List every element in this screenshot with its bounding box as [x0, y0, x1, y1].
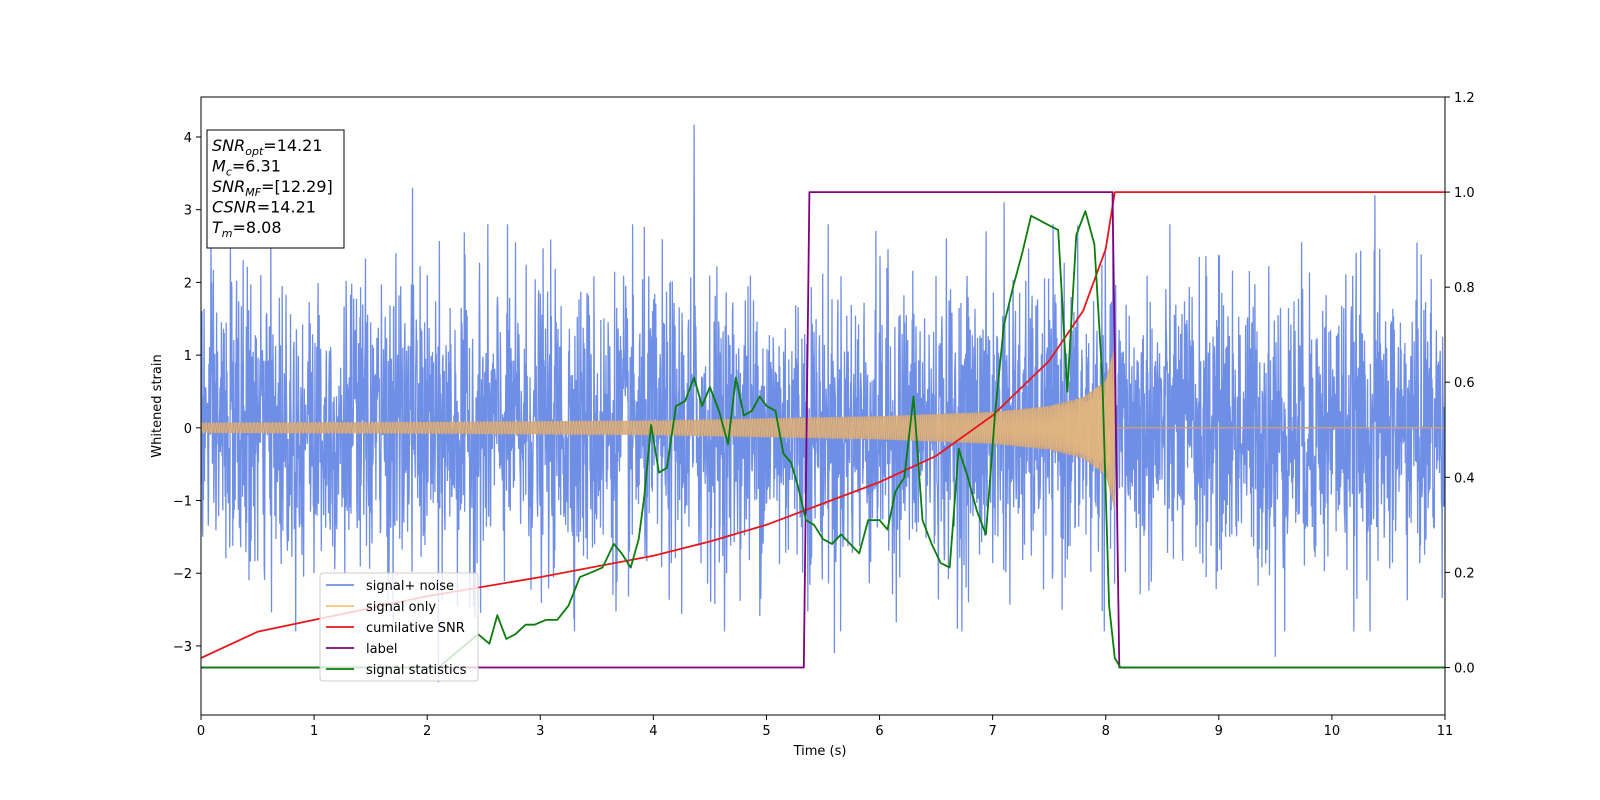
- legend: signal+ noise signal only cumilative SNR la…: [319, 572, 479, 682]
- series-layer: [201, 124, 1445, 683]
- x-axis-label: Time (s): [793, 744, 847, 759]
- y-left-tick-label: −3: [173, 640, 192, 655]
- legend-frame: [319, 572, 479, 682]
- legend-label: signal only: [366, 600, 436, 615]
- y-right-tick-label: 0.6: [1454, 376, 1475, 391]
- info-symbol: T: [212, 218, 223, 237]
- info-box-line: SNRopt=14.21: [212, 136, 323, 158]
- legend-label: label: [366, 642, 397, 657]
- info-box-line: Mc=6.31: [212, 157, 281, 179]
- info-value: =14.21: [257, 198, 316, 217]
- x-tick-label: 4: [649, 724, 657, 739]
- y-axis-left: −3 −2 −1 0 1 2 3 4: [173, 131, 201, 655]
- y-left-tick-label: −2: [173, 567, 192, 582]
- series-label-line: [201, 191, 1445, 669]
- y-left-tick-label: 3: [184, 204, 192, 219]
- y-right-tick-label: 0.2: [1454, 566, 1475, 581]
- legend-label: signal+ noise: [366, 579, 454, 594]
- x-tick-label: 6: [875, 724, 883, 739]
- y-left-tick-label: 1: [184, 349, 192, 364]
- info-symbol: CSNR: [212, 198, 257, 217]
- y-left-tick-label: 2: [184, 276, 192, 291]
- x-tick-label: 8: [1102, 724, 1110, 739]
- x-axis: 0 1 2 3 4 5 6 7 8 9 10 11: [197, 715, 1453, 739]
- x-tick-label: 7: [988, 724, 996, 739]
- info-value: =14.21: [263, 136, 322, 155]
- y-axis-right: 0.0 0.2 0.4 0.6 0.8 1.0 1.2: [1445, 91, 1475, 676]
- y-right-tick-label: 0.4: [1454, 471, 1475, 486]
- x-tick-label: 9: [1215, 724, 1223, 739]
- legend-label: cumilative SNR: [366, 621, 465, 636]
- y-left-tick-label: −1: [173, 495, 192, 510]
- series-signal-noise-line: [201, 124, 1445, 683]
- y-right-tick-label: 0.8: [1454, 281, 1475, 296]
- series-signal-statistics-line: [201, 210, 1445, 669]
- info-value: =[12.29]: [261, 177, 333, 196]
- plot-frame: [200, 96, 1446, 716]
- info-box: SNRopt=14.21Mc=6.31SNRMF=[12.29]CSNR=14.…: [206, 129, 345, 249]
- info-subscript: c: [226, 166, 232, 179]
- info-subscript: m: [222, 227, 233, 240]
- x-tick-label: 5: [762, 724, 770, 739]
- info-value: =6.31: [232, 157, 281, 176]
- y-right-tick-label: 1.0: [1454, 186, 1475, 201]
- info-symbol: SNR: [212, 177, 245, 196]
- info-box-line: Tm=8.08: [212, 218, 282, 240]
- x-tick-label: 1: [310, 724, 318, 739]
- info-box-line: SNRMF=[12.29]: [212, 177, 333, 199]
- x-tick-label: 2: [423, 724, 431, 739]
- y-left-tick-label: 4: [184, 131, 192, 146]
- x-tick-label: 0: [197, 724, 205, 739]
- x-tick-label: 3: [536, 724, 544, 739]
- info-symbol: M: [212, 157, 226, 176]
- series-signal-only-line: [201, 352, 1116, 503]
- info-symbol: SNR: [212, 136, 245, 155]
- info-subscript: MF: [245, 186, 261, 199]
- info-box-frame: [206, 129, 345, 249]
- legend-label: signal statistics: [366, 663, 467, 678]
- x-tick-label: 11: [1437, 724, 1454, 739]
- y-left-tick-label: 0: [184, 422, 192, 437]
- info-box-line: CSNR=14.21: [212, 198, 316, 217]
- info-value: =8.08: [233, 218, 282, 237]
- y-right-tick-label: 0.0: [1454, 661, 1475, 676]
- x-tick-label: 10: [1324, 724, 1341, 739]
- y-axis-label: Whitened strain: [150, 354, 165, 457]
- info-subscript: opt: [245, 145, 264, 158]
- y-right-tick-label: 1.2: [1454, 91, 1475, 106]
